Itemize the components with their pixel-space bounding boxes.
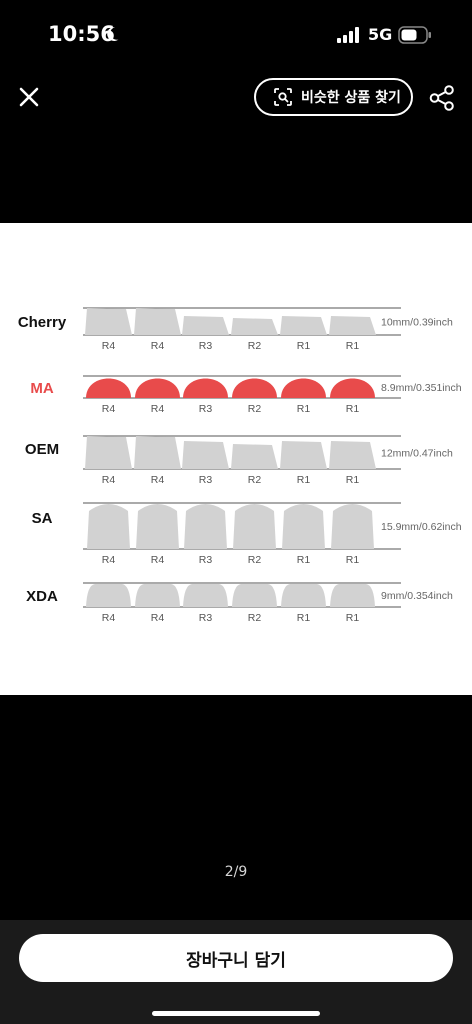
keycap-shape xyxy=(184,504,227,549)
profile-name: MA xyxy=(30,380,53,397)
keycap-shape xyxy=(231,318,278,335)
keycap-row-label: R1 xyxy=(346,340,360,352)
keycap-row-label: R4 xyxy=(151,554,165,566)
keycap-shape xyxy=(281,584,326,607)
share-icon[interactable] xyxy=(428,84,456,112)
keycap-shape xyxy=(86,584,131,607)
keycap-row-label: R4 xyxy=(151,340,165,352)
find-similar-button[interactable]: 비슷한 상품 찾기 xyxy=(254,78,413,116)
scan-icon xyxy=(274,88,292,106)
keycap-shape xyxy=(280,316,327,335)
keycap-row-label: R1 xyxy=(346,554,360,566)
keycap-row-label: R4 xyxy=(102,612,116,624)
keycap-shape xyxy=(85,436,132,469)
keycap-row-label: R1 xyxy=(346,612,360,624)
keycap-row-label: R1 xyxy=(297,474,311,486)
profile-height-spec: 9mm/0.354inch xyxy=(381,590,453,602)
battery-icon xyxy=(398,26,431,44)
keycap-row-label: R4 xyxy=(102,403,116,415)
profile-height-spec: 8.9mm/0.351inch xyxy=(381,382,462,394)
keycap-shape xyxy=(329,441,376,469)
moon-icon xyxy=(107,26,119,41)
home-indicator xyxy=(152,1011,320,1016)
keycap-shape xyxy=(85,308,132,335)
add-to-cart-button[interactable]: 장바구니 담기 xyxy=(19,934,453,982)
profile-name: SA xyxy=(32,510,53,527)
profile-height-spec: 12mm/0.47inch xyxy=(381,448,453,460)
keycap-shape xyxy=(233,504,276,549)
find-similar-label: 비슷한 상품 찾기 xyxy=(301,90,401,106)
keycap-row-label: R3 xyxy=(199,340,213,352)
keycap-row-label: R2 xyxy=(248,403,262,415)
keycap-row-label: R1 xyxy=(297,340,311,352)
add-to-cart-label: 장바구니 담기 xyxy=(186,950,286,971)
keycap-shape xyxy=(134,436,181,469)
keycap-row-label: R3 xyxy=(199,612,213,624)
profile-name: XDA xyxy=(26,588,58,605)
keycap-shape xyxy=(87,504,130,549)
keycap-row-label: R2 xyxy=(248,612,262,624)
bottom-bar: 장바구니 담기 xyxy=(0,920,472,1024)
keycap-row-label: R1 xyxy=(346,474,360,486)
keycap-shape xyxy=(281,378,326,398)
keycap-shape xyxy=(134,308,181,335)
keycap-shape xyxy=(183,584,228,607)
keycap-row-label: R4 xyxy=(102,554,116,566)
keycap-row-label: R2 xyxy=(248,554,262,566)
keycap-shape xyxy=(330,584,375,607)
keycap-row-label: R3 xyxy=(199,474,213,486)
keycap-shape xyxy=(329,316,376,335)
keycap-row-label: R1 xyxy=(346,403,360,415)
keycap-shape xyxy=(282,504,325,549)
close-icon[interactable] xyxy=(14,82,44,112)
keycap-row-label: R4 xyxy=(151,403,165,415)
keycap-profile-diagram: Cherry R4 R4 R3 R2 R1 R1 10mm/0.39inch MA R4 R4 R3 R… xyxy=(18,307,462,624)
profile-height-spec: 10mm/0.39inch xyxy=(381,317,453,329)
keycap-shape xyxy=(331,504,374,549)
keycap-shape xyxy=(182,316,229,335)
keycap-shape xyxy=(232,584,277,607)
keycap-row-label: R3 xyxy=(199,403,213,415)
keycap-row-label: R2 xyxy=(248,474,262,486)
keycap-shape xyxy=(182,441,229,469)
keycap-shape xyxy=(136,504,179,549)
keycap-row-label: R1 xyxy=(297,403,311,415)
keycap-shape xyxy=(135,584,180,607)
keycap-row-label: R2 xyxy=(248,340,262,352)
network-type: 5G xyxy=(368,25,393,44)
keycap-row-label: R4 xyxy=(151,612,165,624)
status-bar: 10:56 5G xyxy=(0,0,472,70)
product-image[interactable]: Cherry R4 R4 R3 R2 R1 R1 10mm/0.39inch MA R4 R4 R3 R… xyxy=(0,223,472,695)
keycap-shape xyxy=(232,378,277,398)
cellular-signal-icon xyxy=(337,27,359,43)
keycap-row-label: R3 xyxy=(199,554,213,566)
keycap-shape xyxy=(231,444,278,469)
page-indicator: 2/9 xyxy=(224,864,248,880)
profile-height-spec: 15.9mm/0.62inch xyxy=(381,521,462,533)
keycap-shape xyxy=(183,378,228,398)
keycap-shape xyxy=(86,378,131,398)
status-time: 10:56 xyxy=(48,22,115,46)
profile-name: Cherry xyxy=(18,314,67,331)
keycap-row-label: R1 xyxy=(297,612,311,624)
keycap-row-label: R1 xyxy=(297,554,311,566)
keycap-shape xyxy=(135,378,180,398)
keycap-shape xyxy=(330,378,375,398)
keycap-row-label: R4 xyxy=(151,474,165,486)
keycap-row-label: R4 xyxy=(102,340,116,352)
keycap-shape xyxy=(280,441,327,469)
keycap-row-label: R4 xyxy=(102,474,116,486)
profile-name: OEM xyxy=(25,441,59,458)
